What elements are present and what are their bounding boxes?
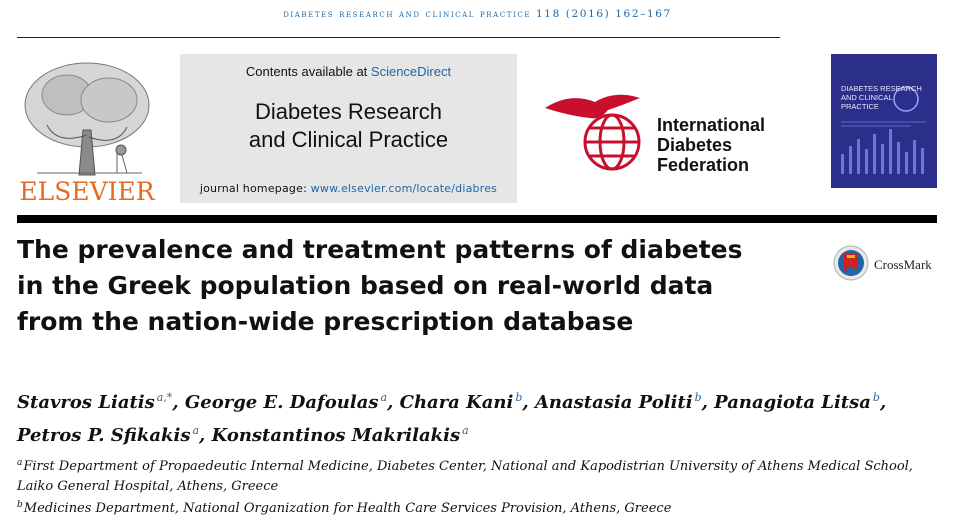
author-separator: , [522, 392, 535, 413]
contents-prefix: Contents available at [245, 64, 371, 79]
running-head-citation: 118 (2016) 162–167 [536, 8, 672, 20]
cover-title: Diabetes Research and Clinical Practice [841, 84, 922, 111]
author-name[interactable]: Petros P. Sfikakis [17, 425, 191, 446]
crossmark-label[interactable]: CrossMark [874, 257, 932, 272]
author-name[interactable]: Anastasia Politi [534, 392, 693, 413]
journal-name: Diabetes Research and Clinical Practice [180, 98, 517, 154]
homepage-link[interactable]: www.elsevier.com/locate/diabres [310, 182, 498, 195]
affiliation-b-line1: Medicines Department, National Organizat… [23, 501, 672, 516]
author-affiliation-mark[interactable]: a,* [156, 391, 173, 404]
sciencedirect-link[interactable]: ScienceDirect [370, 64, 452, 79]
top-rule [17, 37, 780, 38]
author-affiliation-mark[interactable]: b [515, 391, 523, 404]
title-line1: The prevalence and treatment patterns of… [17, 235, 743, 264]
thick-rule [17, 215, 937, 223]
journal-name-line2: and Clinical Practice [248, 127, 449, 152]
journal-cover-thumbnail[interactable]: Diabetes Research and Clinical Practice [831, 54, 937, 188]
author-name[interactable]: Chara Kani [399, 392, 514, 413]
author-affiliation-mark[interactable]: a [192, 424, 200, 437]
author-separator: , [701, 392, 715, 413]
journal-homepage: journal homepage: www.elsevier.com/locat… [180, 182, 517, 195]
elsevier-tree-logo[interactable] [17, 55, 157, 210]
author-separator: , [199, 425, 212, 446]
running-head-journal: diabetes research and clinical practice [283, 8, 532, 20]
author-separator: , [172, 392, 185, 413]
author-name[interactable]: Konstantinos Makrilakis [211, 425, 461, 446]
author-name[interactable]: Stavros Liatis [17, 392, 155, 413]
affiliation-mark: a [17, 458, 23, 468]
affiliation-a-line1: First Department of Propaedeutic Interna… [23, 459, 913, 474]
idf-line1: International [657, 115, 766, 135]
idf-line2: Diabetes [657, 135, 733, 155]
affiliation-a: aFirst Department of Propaedeutic Intern… [17, 453, 947, 497]
author-name[interactable]: George E. Dafoulas [184, 392, 379, 413]
author-separator: , [879, 392, 887, 413]
idf-wordmark: International Diabetes Federation [657, 115, 765, 175]
homepage-prefix: journal homepage: [199, 182, 311, 195]
cover-pattern [841, 86, 926, 174]
author-affiliation-mark[interactable]: b [694, 391, 702, 404]
author-affiliation-mark[interactable]: a [380, 391, 388, 404]
author-affiliation-mark[interactable]: a [462, 424, 469, 437]
title-line2: in the Greek population based on real-wo… [17, 271, 714, 300]
sciencedirect-box: Contents available at ScienceDirect Diab… [180, 54, 517, 203]
author-list: Stavros Liatis a,*, George E. Dafoulas a, … [17, 384, 947, 450]
article-title: The prevalence and treatment patterns of… [17, 232, 807, 340]
affiliation-a-line2: Laiko General Hospital, Athens, Greece [17, 479, 279, 494]
title-line3: from the nation-wide prescription databa… [17, 307, 634, 336]
journal-name-line1: Diabetes Research [254, 99, 443, 124]
contents-available: Contents available at ScienceDirect [180, 64, 517, 79]
author-separator: , [387, 392, 400, 413]
author-affiliation-mark[interactable]: b [872, 391, 880, 404]
idf-line3: Federation [657, 155, 750, 175]
author-name[interactable]: Panagiota Litsa [714, 392, 871, 413]
elsevier-wordmark: ELSEVIER [19, 177, 155, 206]
running-head: diabetes research and clinical practice … [0, 8, 955, 20]
idf-bird-globe-icon [545, 94, 641, 171]
affiliation-b: bMedicines Department, National Organiza… [17, 495, 947, 519]
crossmark-icon[interactable] [833, 245, 869, 281]
affiliation-mark: b [17, 500, 23, 510]
